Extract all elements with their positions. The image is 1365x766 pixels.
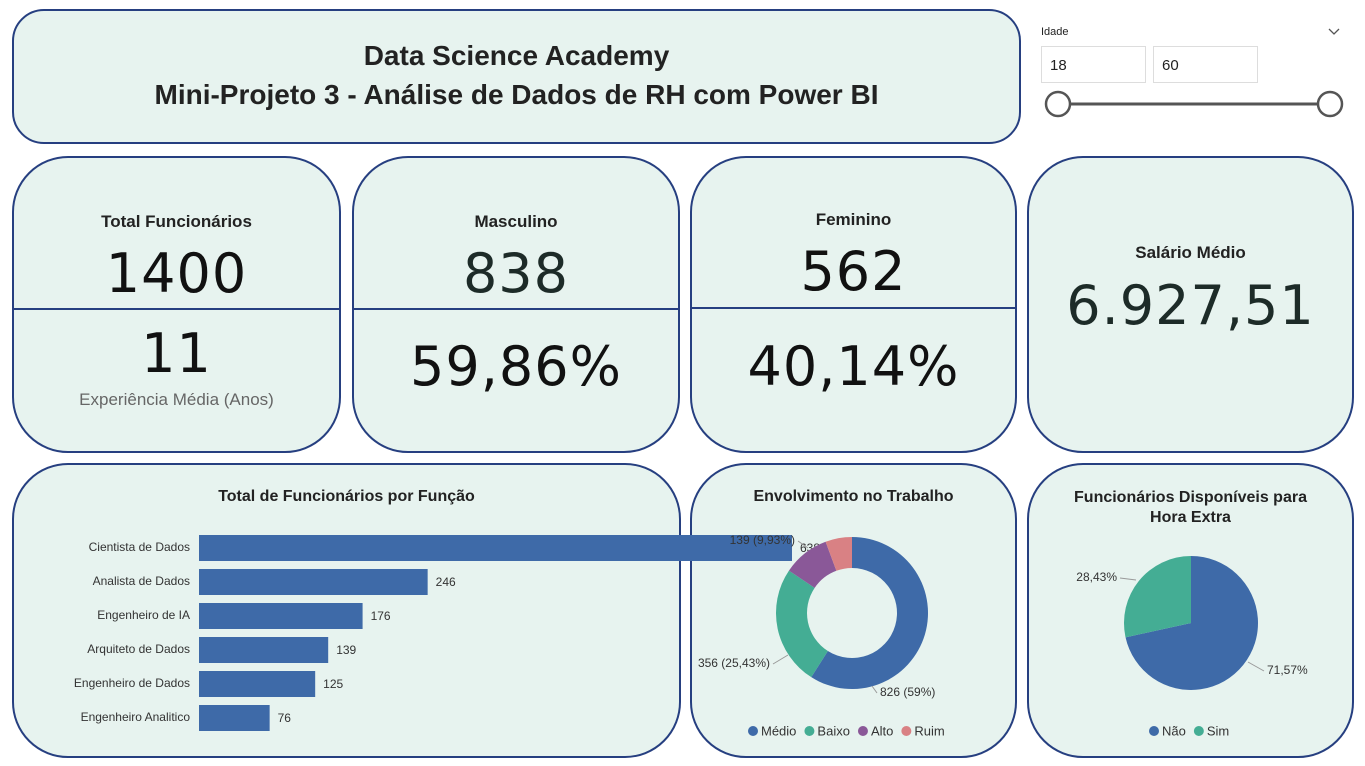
- card-value: 562: [800, 240, 907, 303]
- legend-marker: [901, 726, 912, 736]
- bar: [199, 671, 316, 697]
- legend-label: Não: [1162, 723, 1186, 738]
- chart-title: Funcionários Disponíveis para Hora Extra: [1074, 489, 1307, 526]
- card-label: Feminino: [815, 210, 892, 229]
- chart-title: Envolvimento no Trabalho: [753, 488, 954, 505]
- segment: [776, 570, 828, 678]
- slicer-max[interactable]: 60: [1153, 46, 1258, 83]
- slicer-min[interactable]: 18: [1041, 46, 1146, 83]
- value-label: 125: [323, 677, 343, 691]
- bar: [199, 535, 792, 561]
- segment: [825, 537, 852, 571]
- category-label: Analista de Dados: [93, 574, 190, 588]
- value-label: 139 (9,93%): [730, 533, 795, 547]
- legend-label: Médio: [761, 723, 796, 738]
- value-label: 356 (25,43%): [698, 656, 770, 670]
- title: Mini-Projeto 3 - Análise de Dados de RH …: [154, 79, 879, 110]
- chart-title: Total de Funcionários por Função: [218, 488, 475, 505]
- divider: [352, 308, 680, 310]
- category-label: Engenheiro Analitico: [81, 710, 191, 724]
- value-label: 246: [436, 575, 456, 589]
- card-value: 1400: [105, 242, 248, 305]
- slider-handle[interactable]: [1316, 90, 1344, 118]
- value-label: 71,57%: [1267, 663, 1308, 677]
- value-label: 139: [336, 643, 356, 657]
- segment: [1124, 556, 1191, 638]
- legend-marker: [1193, 726, 1204, 736]
- value-label: 28,43%: [1076, 570, 1117, 584]
- header-panel: [12, 9, 1021, 144]
- card: [690, 156, 1017, 453]
- card-value: 6.927,51: [1066, 274, 1315, 337]
- leader-line: [797, 540, 809, 549]
- card-label: Salário Médio: [1135, 243, 1246, 262]
- legend-label: Ruim: [914, 723, 944, 738]
- legend-marker: [1149, 726, 1159, 736]
- divider: [12, 308, 341, 310]
- category-label: Cientista de Dados: [89, 540, 190, 554]
- category-label: Engenheiro de IA: [97, 608, 190, 622]
- title: Data Science Academy: [363, 40, 670, 71]
- leader-line: [772, 654, 789, 665]
- value-label: 76: [278, 711, 292, 725]
- leader-line: [1119, 577, 1137, 581]
- bar: [199, 637, 329, 663]
- value-label: 826 (59%): [880, 685, 935, 699]
- chart-panel: [690, 463, 1017, 758]
- legend-label: Sim: [1207, 723, 1229, 738]
- segment: [811, 537, 929, 689]
- card-label: Total Funcionários: [101, 212, 252, 231]
- card-value: 838: [462, 242, 570, 305]
- card-value: 40,14%: [747, 335, 960, 398]
- legend-marker: [748, 726, 758, 736]
- bar: [199, 705, 270, 731]
- bar: [199, 569, 428, 595]
- card: [1027, 156, 1354, 453]
- slider[interactable]: [1040, 88, 1350, 120]
- divider: [690, 307, 1017, 309]
- leader-line: [871, 685, 878, 694]
- category-label: Arquiteto de Dados: [87, 642, 190, 656]
- card-label: Masculino: [474, 212, 558, 231]
- segment: [1125, 556, 1259, 691]
- legend-label: Baixo: [817, 723, 850, 738]
- slider-handle[interactable]: [1044, 90, 1072, 118]
- card: [352, 156, 680, 453]
- card-value: 11: [141, 322, 212, 385]
- leader-line: [1247, 661, 1265, 672]
- value-label: 176: [371, 609, 391, 623]
- legend-marker: [857, 726, 868, 736]
- category-label: Engenheiro de Dados: [74, 676, 190, 690]
- chevron[interactable]: [1326, 26, 1342, 38]
- card-label: Experiência Média (Anos): [79, 390, 274, 409]
- bar: [199, 603, 363, 629]
- legend-marker: [804, 726, 815, 736]
- card-value: 59,86%: [410, 335, 622, 398]
- slicer-label: Idade: [1041, 26, 1069, 38]
- card: [12, 156, 341, 453]
- legend-label: Alto: [871, 723, 893, 738]
- segment: [788, 541, 837, 588]
